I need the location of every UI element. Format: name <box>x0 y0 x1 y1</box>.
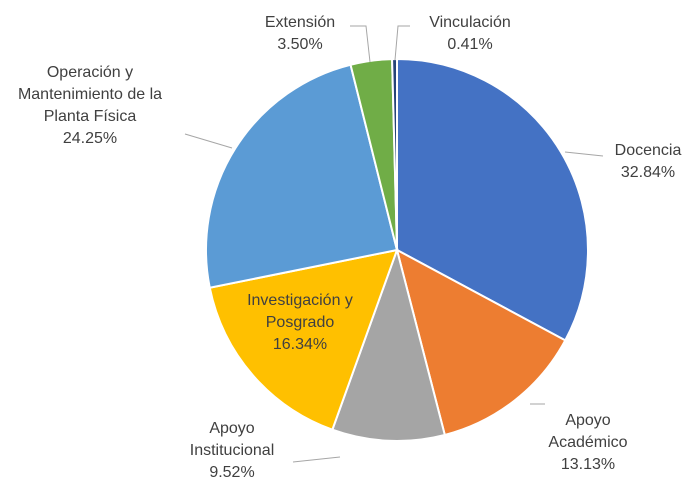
data-label: Docencia 32.84% <box>593 140 691 184</box>
category-label: Apoyo Institucional <box>189 420 275 459</box>
value-label: 13.13% <box>560 456 616 473</box>
value-label: 3.50% <box>277 36 323 53</box>
value-label: 0.41% <box>447 36 493 53</box>
leader-line <box>184 133 233 149</box>
category-label: Apoyo Académico <box>548 412 628 451</box>
category-label: Extensión <box>264 14 336 31</box>
leader-line <box>394 25 410 61</box>
value-label: 24.25% <box>62 130 118 147</box>
pie-slice <box>391 57 398 251</box>
leader-line <box>564 151 604 157</box>
category-label: Investigación y Posgrado <box>247 292 353 331</box>
value-label: 16.34% <box>272 336 328 353</box>
data-label: Investigación y Posgrado 16.34% <box>215 290 385 356</box>
category-label: Operación y Mantenimiento de la Planta F… <box>17 64 163 125</box>
pie-slice <box>395 248 567 437</box>
category-label: Docencia <box>614 142 682 159</box>
pie-slice <box>208 248 399 432</box>
data-label: Apoyo Académico 13.13% <box>533 410 643 476</box>
pie-slice <box>331 246 447 442</box>
data-label: Operación y Mantenimiento de la Planta F… <box>15 62 165 150</box>
data-label: Apoyo Institucional 9.52% <box>172 418 292 484</box>
pie-slice <box>396 57 589 342</box>
data-label: Extensión 3.50% <box>245 12 355 56</box>
pie-slice <box>205 63 399 289</box>
value-label: 32.84% <box>620 164 676 181</box>
leader-line <box>350 25 371 63</box>
value-label: 9.52% <box>209 464 255 481</box>
category-label: Vinculación <box>429 14 511 31</box>
leader-line <box>292 456 341 463</box>
data-label: Vinculación 0.41% <box>410 12 530 56</box>
